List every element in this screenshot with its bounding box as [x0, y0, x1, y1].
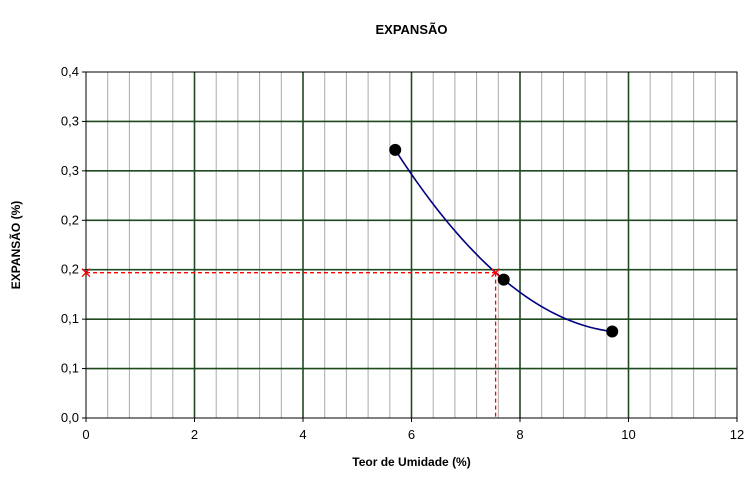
curve-layer [394, 149, 613, 333]
data-point [606, 325, 619, 338]
reference-lines [81, 268, 501, 418]
y-tick-label: 0,2 [61, 262, 79, 277]
y-tick-label: 0,1 [61, 311, 79, 326]
x-tick-label: 12 [730, 427, 744, 442]
data-point [497, 273, 510, 286]
series-curve [394, 149, 613, 333]
y-tick-label: 0,3 [61, 163, 79, 178]
reference-marker-curve [491, 268, 501, 278]
x-tick-label: 6 [408, 427, 415, 442]
y-tick-label: 0,2 [61, 212, 79, 227]
major-grid [86, 72, 737, 418]
data-points [389, 143, 619, 338]
x-tick-label: 8 [516, 427, 523, 442]
x-axis-label: Teor de Umidade (%) [352, 455, 470, 469]
tick-labels: 0 2 4 6 8 10 12 0,0 0,1 0,1 0,2 0,2 0,3 0,3 0,4 [61, 64, 744, 442]
x-tick-label: 10 [621, 427, 635, 442]
x-tick-label: 0 [82, 427, 89, 442]
y-tick-label: 0,3 [61, 113, 79, 128]
y-tick-label: 0,0 [61, 410, 79, 425]
x-tick-label: 2 [191, 427, 198, 442]
y-tick-label: 0,1 [61, 361, 79, 376]
cross-stroke [491, 268, 501, 278]
cross-stroke [81, 268, 91, 278]
minor-grid [107, 72, 716, 418]
y-axis-label: EXPANSÃO (%) [8, 201, 23, 289]
chart-title: EXPANSÃO [376, 22, 448, 37]
reference-marker-y-axis [81, 268, 91, 278]
x-tick-label: 4 [299, 427, 306, 442]
y-tick-label: 0,4 [61, 64, 79, 79]
data-point [389, 143, 402, 156]
